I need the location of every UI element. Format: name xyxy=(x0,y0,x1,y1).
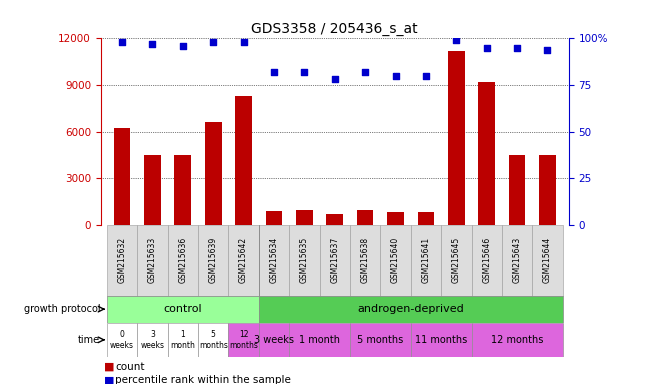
Text: GSM215642: GSM215642 xyxy=(239,237,248,283)
Point xyxy=(268,69,279,75)
Bar xyxy=(107,225,137,296)
Text: GSM215632: GSM215632 xyxy=(118,237,127,283)
Point xyxy=(117,39,127,45)
Bar xyxy=(411,323,471,357)
Bar xyxy=(198,323,228,357)
Text: 0
weeks: 0 weeks xyxy=(110,330,134,349)
Bar xyxy=(174,155,191,225)
Bar xyxy=(448,51,465,225)
Bar xyxy=(502,225,532,296)
Text: count: count xyxy=(115,362,144,372)
Bar xyxy=(107,296,259,323)
Bar xyxy=(259,323,289,357)
Text: time: time xyxy=(78,335,100,345)
Bar xyxy=(441,225,471,296)
Point xyxy=(482,45,492,51)
Bar xyxy=(289,323,350,357)
Text: 3
weeks: 3 weeks xyxy=(140,330,164,349)
Text: 12 months: 12 months xyxy=(491,335,543,345)
Text: percentile rank within the sample: percentile rank within the sample xyxy=(115,375,291,384)
Point xyxy=(299,69,309,75)
Bar xyxy=(259,225,289,296)
Text: GSM215644: GSM215644 xyxy=(543,237,552,283)
Bar xyxy=(168,225,198,296)
Text: 11 months: 11 months xyxy=(415,335,467,345)
Bar xyxy=(289,225,320,296)
Text: 1 month: 1 month xyxy=(299,335,340,345)
Bar xyxy=(198,225,228,296)
Bar xyxy=(137,225,168,296)
Point xyxy=(542,46,552,53)
Bar xyxy=(296,210,313,225)
Text: GSM215633: GSM215633 xyxy=(148,237,157,283)
Bar xyxy=(326,214,343,225)
Bar xyxy=(114,128,131,225)
Point xyxy=(208,39,218,45)
Bar xyxy=(228,323,259,357)
Bar xyxy=(168,323,198,357)
Bar xyxy=(417,212,434,225)
Bar xyxy=(228,225,259,296)
Text: GSM215641: GSM215641 xyxy=(421,237,430,283)
Bar xyxy=(137,323,168,357)
Point xyxy=(330,76,340,83)
Bar xyxy=(532,225,563,296)
Bar xyxy=(471,323,563,357)
Bar xyxy=(235,96,252,225)
Bar xyxy=(107,323,137,357)
Bar xyxy=(144,155,161,225)
Bar xyxy=(320,225,350,296)
Bar xyxy=(411,225,441,296)
Text: control: control xyxy=(164,304,202,314)
Bar xyxy=(478,82,495,225)
Text: GSM215634: GSM215634 xyxy=(270,237,278,283)
Point xyxy=(239,39,249,45)
Point xyxy=(147,41,157,47)
Text: GSM215637: GSM215637 xyxy=(330,237,339,283)
Bar xyxy=(266,211,282,225)
Text: 1
month: 1 month xyxy=(170,330,195,349)
Bar xyxy=(357,210,374,225)
Text: GSM215639: GSM215639 xyxy=(209,237,218,283)
Point xyxy=(360,69,370,75)
Bar xyxy=(205,122,222,225)
Text: 5
months: 5 months xyxy=(199,330,228,349)
Text: GSM215640: GSM215640 xyxy=(391,237,400,283)
Text: ■: ■ xyxy=(104,375,114,384)
Text: GSM215643: GSM215643 xyxy=(513,237,521,283)
Point xyxy=(512,45,523,51)
Bar xyxy=(387,212,404,225)
Point xyxy=(451,37,462,43)
Text: growth protocol: growth protocol xyxy=(23,304,100,314)
Text: GSM215645: GSM215645 xyxy=(452,237,461,283)
Bar xyxy=(471,225,502,296)
Bar xyxy=(539,155,556,225)
Title: GDS3358 / 205436_s_at: GDS3358 / 205436_s_at xyxy=(252,22,418,36)
Point xyxy=(177,43,188,49)
Bar xyxy=(380,225,411,296)
Bar xyxy=(350,225,380,296)
Point xyxy=(421,73,431,79)
Text: 5 months: 5 months xyxy=(358,335,404,345)
Text: 12
months: 12 months xyxy=(229,330,258,349)
Text: GSM215635: GSM215635 xyxy=(300,237,309,283)
Bar xyxy=(509,155,525,225)
Text: androgen-deprived: androgen-deprived xyxy=(358,304,464,314)
Text: GSM215636: GSM215636 xyxy=(178,237,187,283)
Text: ■: ■ xyxy=(104,362,114,372)
Text: GSM215646: GSM215646 xyxy=(482,237,491,283)
Point xyxy=(391,73,401,79)
Text: GSM215638: GSM215638 xyxy=(361,237,370,283)
Bar xyxy=(350,323,411,357)
Text: 3 weeks: 3 weeks xyxy=(254,335,294,345)
Bar xyxy=(259,296,563,323)
